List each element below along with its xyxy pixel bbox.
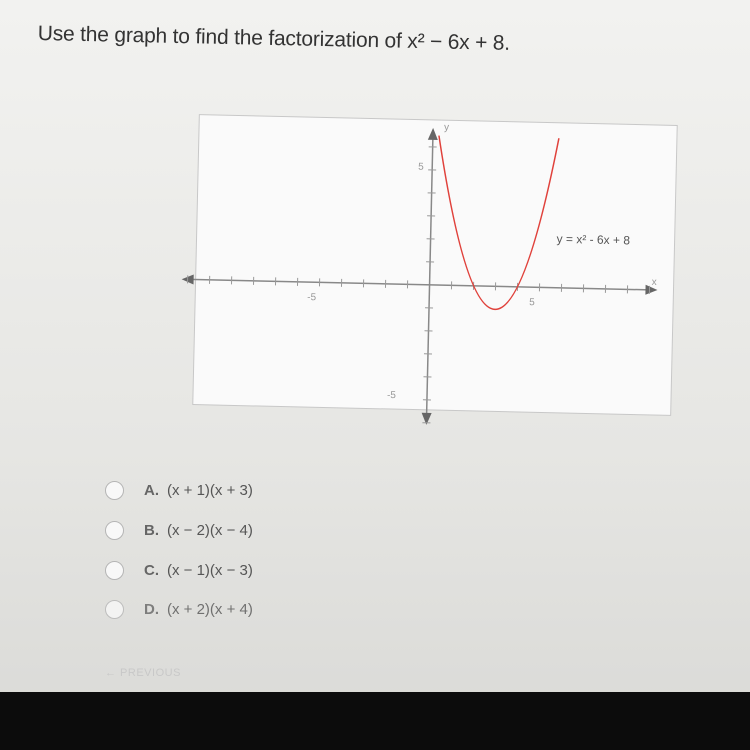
y-arrow <box>421 412 432 425</box>
option-letter: C. <box>144 562 159 579</box>
option-letter: A. <box>144 482 159 499</box>
option-text: (x + 1)(x + 3) <box>167 482 253 499</box>
radio-button[interactable] <box>105 561 124 580</box>
curve-label-bg <box>552 229 665 250</box>
screen-bezel <box>0 692 750 750</box>
y-tick-label: 5 <box>418 162 424 173</box>
y-arrow <box>427 127 438 141</box>
y-tick-label: -5 <box>387 390 397 401</box>
y-axis <box>425 137 434 415</box>
option-text: (x − 2)(x − 4) <box>167 522 253 539</box>
graph: y x -5 5 5 -5 y = x² - 6x + 8 <box>181 114 678 425</box>
radio-button[interactable] <box>105 521 124 540</box>
radio-button[interactable] <box>105 481 124 500</box>
graph-body: y x -5 5 5 -5 y = x² - 6x + 8 <box>181 122 665 425</box>
tick-marks <box>187 146 651 424</box>
parabola <box>438 135 560 310</box>
previous-button[interactable]: ← PREVIOUS <box>105 667 181 679</box>
x-axis <box>189 278 650 291</box>
radio-button[interactable] <box>105 600 124 619</box>
x-axis-label: x <box>652 277 657 288</box>
y-axis-label: y <box>444 122 449 133</box>
option-letter: B. <box>144 522 159 539</box>
graph-frame <box>192 114 678 416</box>
x-tick-label: -5 <box>307 292 317 303</box>
x-arrow <box>645 284 658 295</box>
x-tick-label: 5 <box>529 297 535 308</box>
option-text: (x − 1)(x − 3) <box>167 562 253 579</box>
option[interactable]: D. (x + 2)(x + 4) <box>105 600 253 619</box>
option[interactable]: A. (x + 1)(x + 3) <box>105 481 253 500</box>
option-letter: D. <box>144 601 159 618</box>
option-text: (x + 2)(x + 4) <box>167 601 253 618</box>
option[interactable]: C. (x − 1)(x − 3) <box>105 561 253 580</box>
curve-label: y = x² - 6x + 8 <box>556 232 630 248</box>
option[interactable]: B. (x − 2)(x − 4) <box>105 521 253 540</box>
